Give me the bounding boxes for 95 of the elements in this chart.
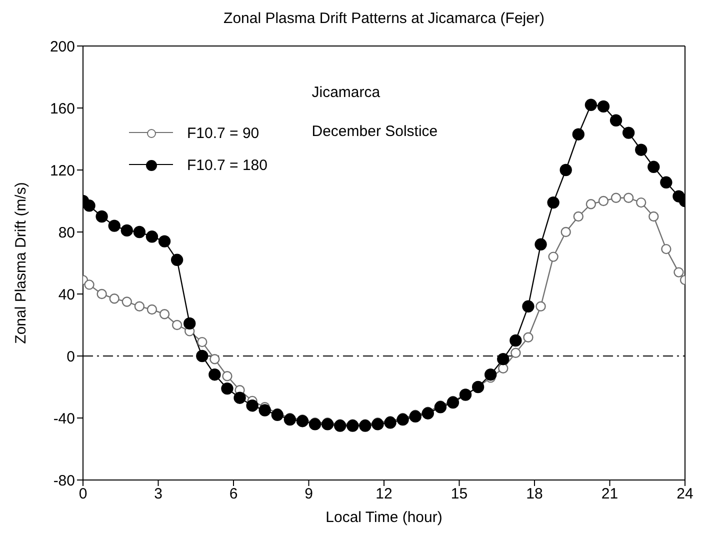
point: [96, 288, 107, 300]
y-tick-label: 160: [50, 100, 75, 118]
point: [84, 280, 94, 290]
x-tick-label: 3: [154, 486, 162, 503]
point: [409, 410, 422, 423]
point: [222, 371, 232, 382]
y-tick-label: 80: [58, 224, 75, 242]
point: [598, 196, 609, 206]
y-tick-label: 120: [50, 162, 75, 180]
point: [146, 304, 158, 315]
point: [208, 368, 221, 381]
point: [296, 415, 309, 428]
point: [623, 192, 634, 203]
point: [547, 196, 560, 209]
point: [133, 226, 146, 238]
y-tick-label: 0: [66, 348, 75, 366]
legend-label: F10.7 = 180: [187, 156, 268, 174]
point: [384, 416, 396, 429]
point: [422, 407, 434, 420]
point: [661, 244, 672, 254]
point: [674, 267, 684, 278]
x-tick-label: 21: [601, 486, 618, 503]
point: [434, 401, 447, 414]
y-tick-label: -80: [53, 472, 75, 490]
point: [648, 160, 660, 173]
x-tick-label: 9: [304, 486, 313, 503]
point: [334, 420, 346, 432]
point: [159, 309, 170, 320]
point: [446, 396, 460, 409]
point: [484, 368, 497, 381]
point: [184, 317, 196, 330]
annotation: December Solstice: [312, 123, 438, 140]
point: [648, 211, 659, 222]
x-tick-label: 12: [376, 486, 392, 503]
point: [120, 224, 133, 237]
point: [321, 418, 334, 430]
point: [586, 199, 596, 210]
point: [548, 252, 558, 262]
annotation: Jicamarca: [312, 84, 380, 102]
point: [258, 404, 271, 416]
point: [158, 235, 171, 248]
legend-label: F10.7 = 90: [187, 124, 260, 142]
point: [359, 420, 372, 432]
point: [497, 353, 510, 366]
point: [534, 238, 547, 250]
point: [610, 114, 622, 126]
point: [246, 400, 258, 412]
point: [146, 230, 158, 243]
y-tick-label: 200: [50, 38, 75, 56]
x-tick-label: 15: [450, 486, 468, 503]
point: [536, 301, 546, 312]
point: [346, 420, 359, 432]
point: [221, 382, 234, 395]
point: [498, 363, 508, 374]
point: [636, 197, 646, 208]
y-tick-label: -40: [53, 410, 75, 428]
point: [122, 296, 132, 307]
point: [573, 211, 584, 222]
point: [271, 408, 284, 421]
y-tick-label: 40: [58, 286, 75, 304]
point: [134, 301, 145, 312]
point: [234, 392, 246, 404]
y-axis-title: Zonal Plasma Drift (m/s): [12, 182, 30, 344]
point: [510, 348, 521, 358]
point: [172, 320, 182, 330]
chart-title: Zonal Plasma Drift Patterns at Jicamarca (Fejer): [222, 10, 546, 27]
point: [510, 334, 522, 347]
point: [622, 126, 635, 139]
point: [635, 144, 648, 156]
x-tick-label: 6: [229, 486, 238, 503]
point: [210, 354, 220, 364]
point: [396, 413, 409, 426]
point: [170, 254, 184, 266]
x-tick-label: 24: [676, 486, 694, 503]
point: [308, 418, 322, 430]
x-tick-label: 18: [526, 486, 543, 503]
point: [197, 336, 208, 348]
point: [284, 413, 296, 426]
point: [96, 210, 108, 223]
point: [108, 220, 120, 232]
point: [597, 100, 610, 113]
point: [372, 418, 384, 430]
point: [196, 350, 208, 362]
point: [522, 300, 534, 312]
point: [660, 176, 672, 188]
point: [523, 332, 534, 342]
x-tick-label: 0: [78, 486, 88, 503]
point: [584, 98, 598, 111]
point: [610, 192, 622, 203]
point: [109, 294, 120, 304]
x-axis-title: Local Time (hour): [326, 509, 442, 526]
point: [560, 226, 571, 238]
point: [83, 200, 96, 212]
point: [560, 164, 572, 176]
point: [572, 128, 584, 140]
